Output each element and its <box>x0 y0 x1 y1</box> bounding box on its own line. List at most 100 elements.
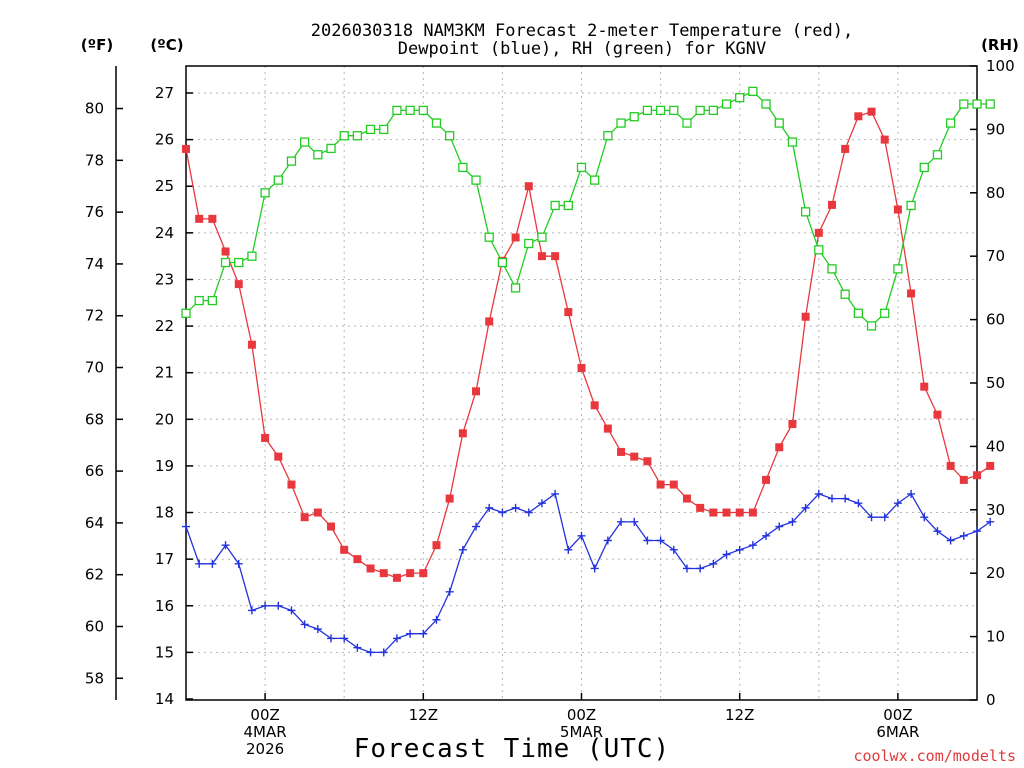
dewpoint-point <box>920 513 929 522</box>
rh-series <box>181 86 995 331</box>
rh-tick-label: 30 <box>986 501 1005 519</box>
rh-point <box>840 289 850 299</box>
dewpoint-point <box>392 634 401 643</box>
rh-point <box>761 99 771 109</box>
temperature-point <box>748 508 757 517</box>
rh-point <box>273 175 283 185</box>
rh-point <box>339 131 349 141</box>
rh-point <box>563 200 573 211</box>
temperature-point <box>564 308 573 317</box>
temperature-point <box>920 382 929 391</box>
temperature-point <box>775 443 784 452</box>
dewpoint-point <box>841 494 850 503</box>
rh-tick-label: 100 <box>986 57 1015 75</box>
temperature-point <box>946 461 955 470</box>
rh-point <box>392 105 402 116</box>
temperature-point <box>617 447 626 456</box>
temperature-point <box>696 503 705 512</box>
dewpoint-point <box>261 601 270 610</box>
temperature-point <box>287 480 296 489</box>
dewpoint-point <box>287 606 296 615</box>
fahrenheit-tick-label: 74 <box>85 255 104 273</box>
rh-point <box>735 93 745 103</box>
rh-point <box>932 150 943 160</box>
rh-point <box>669 105 679 116</box>
gridlines <box>186 66 977 700</box>
rh-point <box>207 295 218 306</box>
temperature-point <box>485 317 494 326</box>
temperature-point <box>300 513 309 522</box>
rh-point <box>972 99 982 109</box>
rh-point <box>603 131 613 141</box>
temperature-point <box>590 401 599 410</box>
temperature-point <box>234 280 243 289</box>
dewpoint-point <box>696 564 705 573</box>
rh-point <box>721 99 732 109</box>
temperature-point <box>313 508 322 517</box>
credit-text: coolwx.com/modelts <box>853 747 1016 765</box>
rh-point <box>405 105 415 116</box>
dewpoint-point <box>182 522 190 531</box>
temperature-point <box>722 508 731 517</box>
dewpoint-point <box>854 499 863 508</box>
dewpoint-point <box>933 527 942 536</box>
dewpoint-point <box>208 559 217 568</box>
dewpoint-point <box>247 606 256 615</box>
fahrenheit-tick-label: 70 <box>85 359 104 377</box>
celsius-tick-label: 25 <box>155 177 174 195</box>
x-tick-label: 2026 <box>246 740 284 758</box>
temperature-point <box>880 135 889 144</box>
dewpoint-line <box>185 492 991 654</box>
temperature-point <box>959 475 968 484</box>
rh-point <box>853 308 863 318</box>
rh-point <box>220 257 231 268</box>
rh-point <box>445 131 455 141</box>
dewpoint-point <box>406 629 415 638</box>
fahrenheit-tick-label: 72 <box>85 307 104 325</box>
temperature-point <box>195 214 204 223</box>
temperature-point <box>511 233 520 242</box>
dewpoint-point <box>735 545 744 554</box>
dewpoint-point <box>656 536 665 545</box>
fahrenheit-tick-label: 66 <box>85 462 104 480</box>
temperature-point <box>709 508 718 517</box>
rh-point <box>800 207 811 217</box>
temperature-point <box>221 247 230 256</box>
rh-point <box>181 308 191 318</box>
dewpoint-point <box>907 489 916 498</box>
rh-point <box>497 257 508 268</box>
dewpoint-point <box>313 625 322 634</box>
dewpoint-point <box>221 541 230 550</box>
dewpoint-point <box>511 503 520 512</box>
dewpoint-point <box>300 620 309 629</box>
celsius-tick-label: 23 <box>155 270 174 288</box>
temperature-point <box>801 312 810 321</box>
rh-tick-label: 40 <box>986 437 1005 455</box>
rh-point <box>247 251 257 261</box>
series-layer <box>181 86 995 657</box>
rh-point <box>945 118 956 128</box>
rh-point <box>326 143 336 154</box>
rh-tick-label: 0 <box>986 691 996 709</box>
fahrenheit-unit-label: (ºF) <box>81 36 113 54</box>
rh-point <box>655 105 666 116</box>
dewpoint-point <box>366 648 375 657</box>
dewpoint-point <box>195 559 204 568</box>
celsius-unit-label: (ºC) <box>150 36 183 54</box>
fahrenheit-tick-label: 58 <box>85 669 104 687</box>
dewpoint-point <box>630 517 639 526</box>
rh-tick-label: 80 <box>986 184 1005 202</box>
dewpoint-point <box>537 499 546 508</box>
dewpoint-point <box>973 527 981 536</box>
rh-line <box>185 90 991 327</box>
fahrenheit-tick-label: 80 <box>85 100 104 118</box>
plot-frame <box>185 65 978 701</box>
rh-tick-label: 20 <box>986 564 1005 582</box>
dewpoint-point <box>234 559 243 568</box>
temperature-line <box>185 110 991 579</box>
temperature-point <box>814 228 823 237</box>
temperature-point <box>973 471 981 480</box>
dewpoint-point <box>379 648 388 657</box>
temperature-point <box>827 200 836 209</box>
temperature-point <box>327 522 336 531</box>
